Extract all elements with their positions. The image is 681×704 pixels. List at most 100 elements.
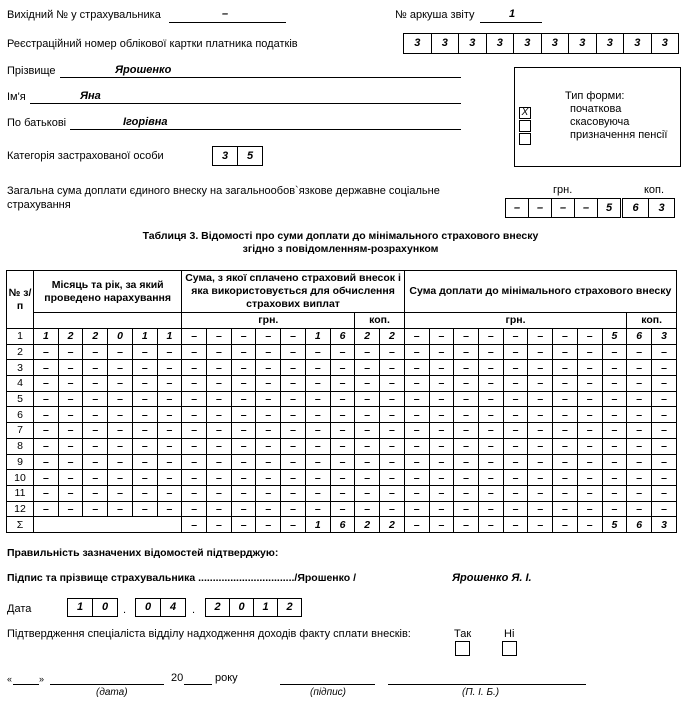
table-cell[interactable]: 1 [304,328,331,345]
table-cell[interactable]: 6 [626,328,652,345]
table-cell[interactable]: – [502,453,529,471]
table-cell[interactable]: – [230,484,257,502]
table-cell[interactable]: – [552,422,578,439]
table-cell[interactable]: – [601,422,628,439]
table-cell[interactable]: – [650,422,678,439]
table-cell[interactable]: – [477,437,504,455]
table-cell[interactable]: – [304,453,331,471]
table-cell[interactable]: – [329,343,356,361]
table-cell[interactable]: 5 [601,328,628,345]
no-checkbox[interactable] [502,641,517,656]
table-cell[interactable]: – [304,375,331,392]
sum-cell[interactable]: – [552,516,578,533]
table-cell[interactable]: – [403,469,430,486]
table-cell[interactable]: – [57,469,84,486]
table-cell[interactable]: – [206,328,232,345]
table-cell[interactable]: – [552,453,578,471]
table-cell[interactable]: – [107,359,133,377]
table-cell[interactable]: – [107,437,133,455]
table-cell[interactable]: – [379,359,405,377]
sum-cell[interactable]: 2 [379,516,405,533]
surname-value[interactable]: Ярошенко [115,64,172,76]
table-cell[interactable]: – [107,500,133,518]
table-cell[interactable]: – [527,343,554,361]
table-cell[interactable]: – [477,406,504,424]
table-cell[interactable]: – [650,484,678,502]
sum-cell[interactable]: 6 [626,516,652,533]
table-cell[interactable]: – [255,484,282,502]
table-cell[interactable]: – [354,359,381,377]
table-cell[interactable]: – [626,406,652,424]
table-cell[interactable]: – [428,406,455,424]
table-cell[interactable]: – [131,469,158,486]
table-cell[interactable]: – [428,390,455,408]
table-cell[interactable]: – [107,469,133,486]
table-cell[interactable]: – [33,406,59,424]
table-cell[interactable]: – [156,343,183,361]
table-cell[interactable]: – [206,406,232,424]
table-cell[interactable]: – [379,437,405,455]
sum-cell[interactable]: – [453,516,479,533]
table-cell[interactable]: – [82,484,109,502]
table-cell[interactable]: – [453,328,479,345]
table-cell[interactable]: – [650,343,678,361]
table-cell[interactable]: – [527,328,554,345]
table-cell[interactable]: – [527,406,554,424]
table-cell[interactable]: – [626,359,652,377]
table-cell[interactable]: – [379,453,405,471]
table-cell[interactable]: – [304,359,331,377]
table-cell[interactable]: – [650,406,678,424]
table-cell[interactable]: – [626,343,652,361]
table-cell[interactable]: – [453,469,479,486]
table-cell[interactable]: – [477,453,504,471]
sum-cell[interactable]: – [403,516,430,533]
table-cell[interactable]: – [379,343,405,361]
table-cell[interactable]: – [107,343,133,361]
table-cell[interactable]: – [502,500,529,518]
table-cell[interactable]: 6 [329,328,356,345]
table-cell[interactable]: – [403,484,430,502]
table-cell[interactable]: – [601,437,628,455]
table-cell[interactable]: – [82,343,109,361]
sum-cell[interactable]: – [477,516,504,533]
table-cell[interactable]: – [477,390,504,408]
yes-checkbox[interactable] [455,641,470,656]
table-cell[interactable]: – [453,390,479,408]
table-cell[interactable]: – [552,375,578,392]
table-cell[interactable]: – [181,343,208,361]
table-cell[interactable]: – [131,422,158,439]
table-cell[interactable]: – [477,469,504,486]
table-cell[interactable]: – [255,469,282,486]
table-cell[interactable]: – [230,375,257,392]
table-cell[interactable]: 1 [156,328,183,345]
table-cell[interactable]: – [502,328,529,345]
sheet-number-value[interactable]: 1 [509,8,516,20]
table-cell[interactable]: – [453,437,479,455]
table-cell[interactable]: – [82,437,109,455]
name-value[interactable]: Яна [80,90,101,102]
table-cell[interactable]: – [576,484,603,502]
table-cell[interactable]: – [626,469,652,486]
form-type-pension-checkbox[interactable] [519,133,531,145]
table-cell[interactable]: – [131,343,158,361]
table-cell[interactable]: – [181,359,208,377]
table-cell[interactable]: – [601,359,628,377]
table-cell[interactable]: – [329,469,356,486]
table-cell[interactable]: – [502,422,529,439]
table-cell[interactable]: – [255,343,282,361]
table-cell[interactable]: – [33,484,59,502]
table-cell[interactable]: – [156,484,183,502]
table-cell[interactable]: – [82,422,109,439]
table-cell[interactable]: – [304,343,331,361]
table-cell[interactable]: – [230,469,257,486]
table-cell[interactable]: – [477,375,504,392]
table-cell[interactable]: – [107,390,133,408]
table-cell[interactable]: – [255,406,282,424]
table-cell[interactable]: – [576,390,603,408]
table-cell[interactable]: – [156,375,183,392]
table-cell[interactable]: – [255,437,282,455]
table-cell[interactable]: – [453,359,479,377]
table-cell[interactable]: – [255,390,282,408]
table-cell[interactable]: – [57,422,84,439]
